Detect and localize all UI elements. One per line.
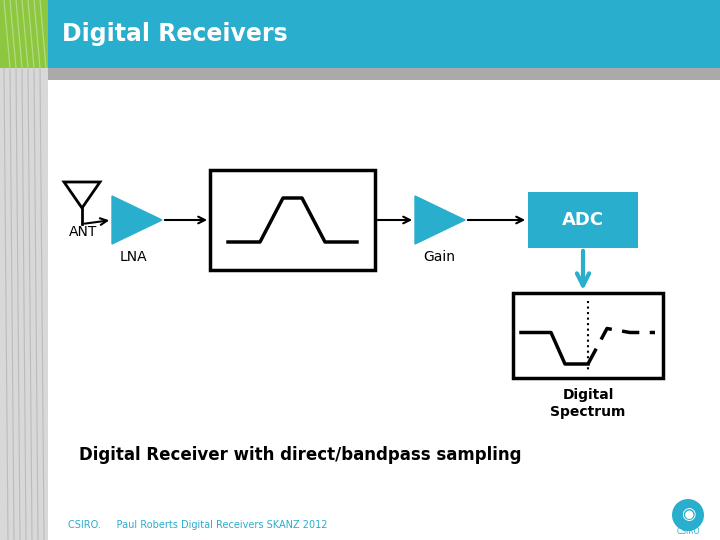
Polygon shape bbox=[64, 182, 100, 208]
Bar bbox=[48, 68, 720, 80]
Text: ANT: ANT bbox=[69, 225, 97, 239]
Text: CSIRO.     Paul Roberts Digital Receivers SKANZ 2012: CSIRO. Paul Roberts Digital Receivers SK… bbox=[68, 520, 328, 530]
Polygon shape bbox=[112, 196, 162, 244]
Bar bbox=[528, 192, 638, 248]
Text: ADC: ADC bbox=[562, 211, 604, 229]
Text: Digital
Spectrum: Digital Spectrum bbox=[550, 388, 626, 419]
Bar bbox=[48, 80, 720, 540]
Text: CSIRO: CSIRO bbox=[676, 526, 700, 536]
Text: ◉: ◉ bbox=[680, 505, 696, 523]
Polygon shape bbox=[415, 196, 465, 244]
Bar bbox=[0, 68, 48, 540]
Text: Digital Receivers: Digital Receivers bbox=[62, 22, 287, 46]
Text: Gain: Gain bbox=[423, 250, 455, 264]
Bar bbox=[513, 293, 663, 378]
Text: LNA: LNA bbox=[120, 250, 148, 264]
Bar bbox=[0, 0, 720, 68]
Circle shape bbox=[672, 499, 704, 531]
Bar bbox=[0, 0, 48, 68]
Bar bbox=[210, 170, 375, 270]
Text: Digital Receiver with direct/bandpass sampling: Digital Receiver with direct/bandpass sa… bbox=[78, 446, 521, 464]
